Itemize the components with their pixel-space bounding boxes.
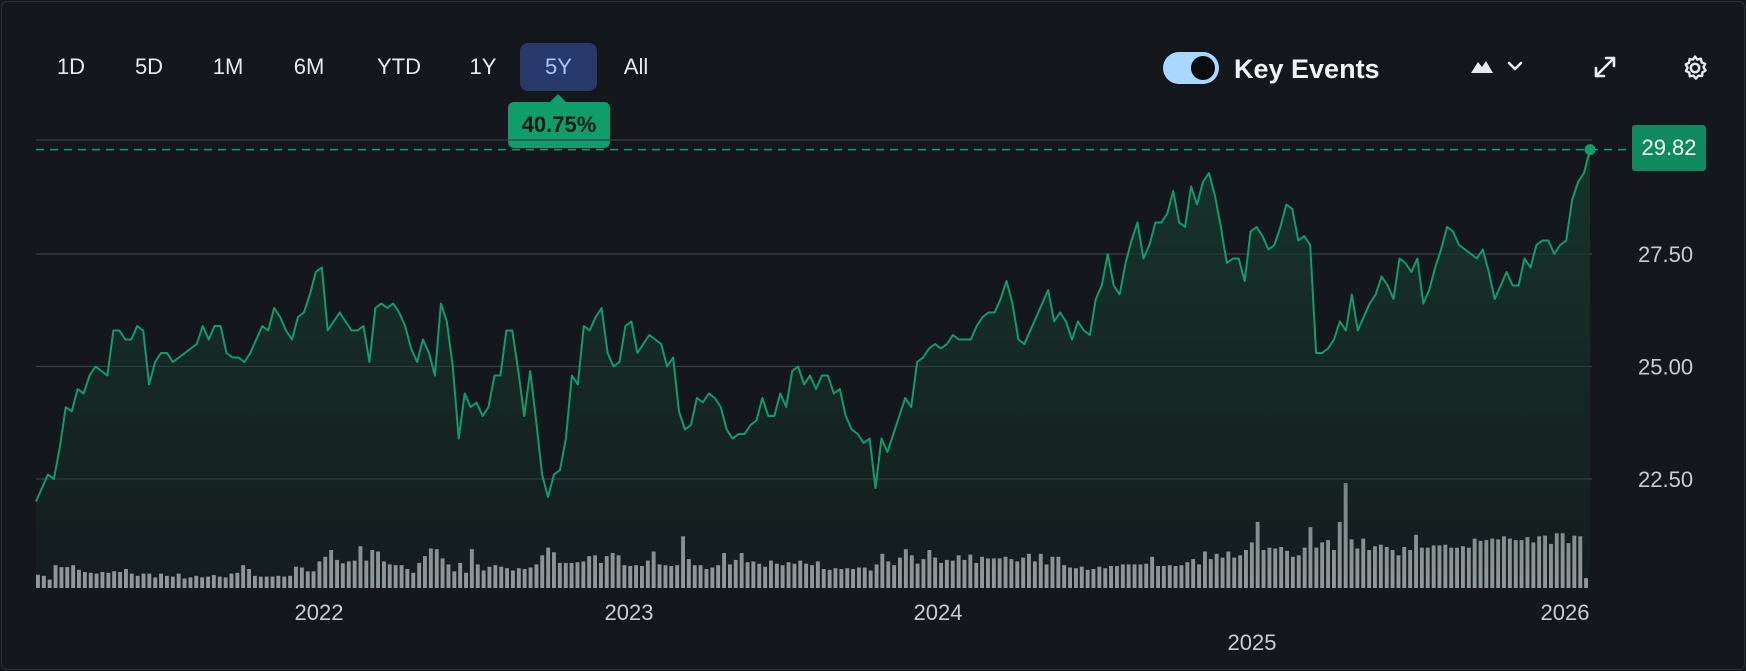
- expand-icon[interactable]: [1591, 53, 1619, 81]
- gear-icon[interactable]: [1680, 53, 1710, 83]
- key-events-toggle[interactable]: [1163, 52, 1219, 84]
- timeframe-toolbar: 1D 5D 1M 6M YTD 1Y 5Y All Key Events: [0, 0, 1746, 100]
- tab-ytd[interactable]: YTD: [377, 54, 421, 79]
- period-change-badge: 40.75%: [508, 102, 610, 148]
- key-events-label: Key Events: [1234, 54, 1380, 84]
- tab-1m[interactable]: 1M: [212, 54, 244, 79]
- tab-1d[interactable]: 1D: [56, 54, 86, 79]
- tab-5y[interactable]: 5Y: [520, 43, 597, 91]
- tab-1y[interactable]: 1Y: [469, 54, 497, 79]
- tab-all[interactable]: All: [623, 54, 649, 79]
- toggle-knob: [1191, 56, 1215, 80]
- badge-pointer: [549, 94, 567, 103]
- chevron-down-icon[interactable]: [1505, 58, 1525, 74]
- tab-6m[interactable]: 6M: [293, 54, 325, 79]
- last-price-tag: 29.82: [1632, 125, 1706, 171]
- mountain-chart-icon[interactable]: [1470, 56, 1494, 76]
- tab-5d[interactable]: 5D: [134, 54, 164, 79]
